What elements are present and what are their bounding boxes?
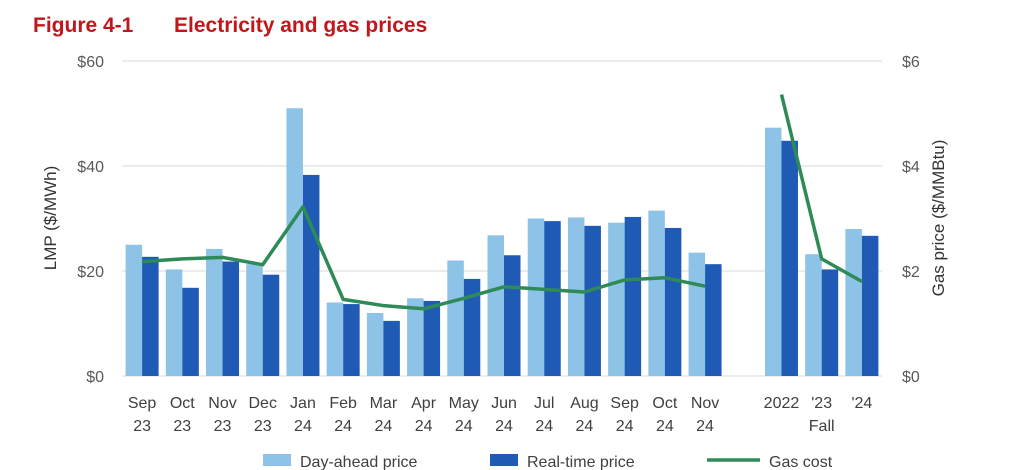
bar-day-ahead bbox=[286, 108, 303, 376]
bar-real-time bbox=[142, 256, 159, 376]
bar-real-time bbox=[861, 235, 879, 376]
bar-day-ahead bbox=[805, 254, 822, 376]
x-axis-ticks: Sep 23 Oct 23 Nov 23 Dec 23 Jan 24 Feb 24 Mar 24 Apr 24… bbox=[128, 395, 873, 435]
bar-day-ahead bbox=[125, 244, 143, 376]
bar-day-ahead bbox=[407, 298, 424, 376]
x-tick-label: Apr bbox=[411, 395, 437, 412]
right-axis-ticks: $0 $2 $4 $6 bbox=[902, 54, 920, 386]
bar-day-ahead bbox=[326, 302, 344, 376]
legend-label-day-ahead: Day-ahead price bbox=[300, 454, 418, 470]
bar-real-time bbox=[504, 255, 521, 376]
y-tick-label: $20 bbox=[77, 264, 104, 281]
y-tick-label: $60 bbox=[77, 54, 104, 71]
bar-day-ahead bbox=[527, 218, 545, 376]
bar-day-ahead bbox=[845, 229, 862, 376]
legend-label-real-time: Real-time price bbox=[527, 454, 635, 470]
bar-day-ahead bbox=[447, 260, 464, 376]
bar-day-ahead bbox=[487, 235, 505, 376]
x-tick-label: 23 bbox=[133, 418, 151, 435]
x-tick-label: 2022 bbox=[764, 395, 800, 412]
chart-title: Electricity and gas prices bbox=[174, 14, 428, 37]
x-tick-label: Nov bbox=[691, 395, 719, 412]
bar-real-time bbox=[821, 269, 839, 376]
x-tick-label: 24 bbox=[696, 418, 714, 435]
x-tick-label: '24 bbox=[851, 395, 872, 412]
x-group-label: Fall bbox=[809, 418, 835, 435]
legend: Day-ahead price Real-time price Gas cost bbox=[263, 454, 833, 470]
x-tick-label: Oct bbox=[170, 395, 195, 412]
x-tick-label: 24 bbox=[334, 418, 352, 435]
y-tick-label: $0 bbox=[86, 369, 104, 386]
x-tick-label: 24 bbox=[455, 418, 473, 435]
x-tick-label: 24 bbox=[415, 418, 433, 435]
legend-label-gas: Gas cost bbox=[769, 454, 833, 470]
y2-tick-label: $2 bbox=[902, 264, 920, 281]
x-tick-label: Feb bbox=[329, 395, 357, 412]
bar-real-time bbox=[182, 287, 199, 376]
bars bbox=[125, 108, 879, 376]
y2-axis-label: Gas price ($/MMBtu) bbox=[929, 140, 948, 297]
bar-day-ahead bbox=[165, 269, 183, 376]
left-axis-ticks: $0 $20 $40 $60 bbox=[77, 54, 104, 386]
x-tick-label: Dec bbox=[249, 395, 277, 412]
x-tick-label: May bbox=[449, 395, 479, 412]
x-tick-label: 24 bbox=[576, 418, 594, 435]
gas-cost-line bbox=[779, 94, 863, 284]
bar-real-time bbox=[222, 261, 240, 376]
bar-day-ahead bbox=[608, 222, 625, 376]
x-tick-label: 24 bbox=[535, 418, 553, 435]
x-tick-label: Jul bbox=[534, 395, 554, 412]
x-tick-label: Aug bbox=[570, 395, 598, 412]
y-tick-label: $40 bbox=[77, 159, 104, 176]
legend-swatch-day-ahead bbox=[263, 454, 291, 466]
x-tick-label: Nov bbox=[208, 395, 236, 412]
bar-real-time bbox=[343, 304, 360, 376]
y2-tick-label: $6 bbox=[902, 54, 920, 71]
x-tick-label: Sep bbox=[128, 395, 157, 412]
bar-real-time bbox=[781, 140, 798, 376]
x-tick-label: Sep bbox=[610, 395, 639, 412]
x-tick-label: 24 bbox=[656, 418, 674, 435]
bar-real-time bbox=[664, 227, 682, 376]
x-tick-label: 24 bbox=[294, 418, 312, 435]
bar-day-ahead bbox=[764, 127, 782, 376]
x-tick-label: 23 bbox=[173, 418, 191, 435]
figure-label: Figure 4-1 bbox=[33, 14, 134, 37]
bar-day-ahead bbox=[366, 313, 384, 376]
x-tick-label: Jan bbox=[290, 395, 316, 412]
bar-day-ahead bbox=[206, 248, 223, 376]
x-tick-label: 23 bbox=[254, 418, 272, 435]
bar-day-ahead bbox=[246, 264, 263, 376]
x-tick-label: Oct bbox=[652, 395, 677, 412]
y-axis-label: LMP ($/MWh) bbox=[41, 166, 60, 271]
gas-line bbox=[141, 94, 863, 311]
x-tick-label: 24 bbox=[374, 418, 392, 435]
bar-real-time bbox=[544, 221, 561, 376]
bar-real-time bbox=[705, 264, 722, 376]
bar-day-ahead bbox=[567, 217, 585, 376]
bar-real-time bbox=[302, 174, 320, 376]
legend-swatch-real-time bbox=[490, 454, 518, 466]
bar-real-time bbox=[624, 216, 642, 376]
x-tick-label: '23 bbox=[811, 395, 832, 412]
bar-real-time bbox=[383, 320, 400, 376]
x-tick-label: 24 bbox=[616, 418, 634, 435]
bar-real-time bbox=[584, 225, 601, 376]
gas-cost-line bbox=[141, 205, 706, 311]
y2-tick-label: $4 bbox=[902, 159, 920, 176]
y2-tick-label: $0 bbox=[902, 369, 920, 386]
x-tick-label: Mar bbox=[370, 395, 398, 412]
bar-day-ahead bbox=[648, 210, 665, 376]
x-tick-label: 23 bbox=[214, 418, 232, 435]
bar-real-time bbox=[423, 300, 441, 376]
x-tick-label: Jun bbox=[491, 395, 517, 412]
bar-day-ahead bbox=[688, 252, 706, 376]
bar-real-time bbox=[463, 278, 481, 376]
bar-real-time bbox=[262, 274, 280, 376]
x-tick-label: 24 bbox=[495, 418, 513, 435]
